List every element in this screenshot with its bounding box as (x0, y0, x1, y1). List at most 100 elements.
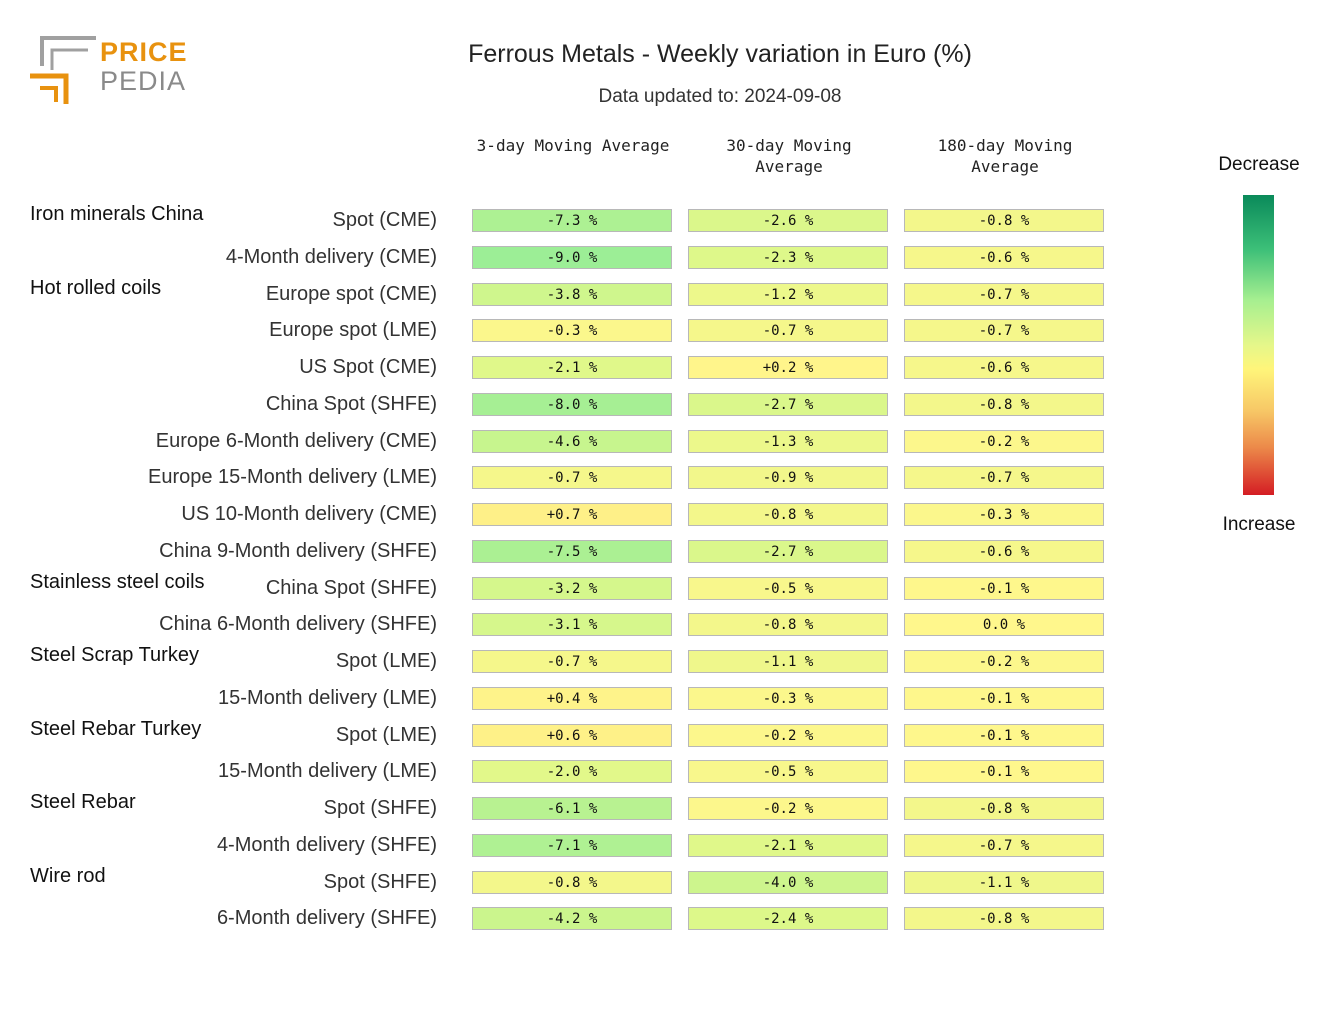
row-label: Spot (CME) (332, 209, 437, 231)
heatmap-cell: -0.7 % (472, 650, 672, 673)
row-label: Spot (SHFE) (323, 797, 437, 819)
logo-line2: PEDIA (100, 66, 187, 96)
heatmap-cell: -3.8 % (472, 282, 672, 306)
heatmap-cell: -2.6 % (688, 209, 888, 232)
column-header-3day: 3-day Moving Average (476, 136, 670, 155)
heatmap-cell: -2.7 % (688, 539, 888, 563)
row-label: Europe spot (CME) (265, 282, 437, 305)
logo-mark-icon (30, 36, 96, 104)
heatmap-cell: -0.3 % (904, 503, 1104, 526)
logo-line1: PRICE (100, 37, 188, 67)
heatmap-cell: +0.6 % (472, 723, 672, 747)
legend-color-scale (1243, 195, 1274, 495)
heatmap-cell: +0.7 % (472, 503, 672, 526)
heatmap-cell: -0.1 % (904, 576, 1104, 600)
row-label: Europe 6-Month delivery (CME) (155, 429, 437, 452)
row-label: 6-Month delivery (SHFE) (216, 907, 437, 930)
heatmap-cell: -1.1 % (904, 870, 1104, 894)
group-label: Steel Scrap Turkey (30, 644, 199, 666)
heatmap-cell: -0.7 % (904, 282, 1104, 306)
heatmap-cell: -3.1 % (472, 613, 672, 637)
heatmap-cell: -0.3 % (472, 319, 672, 343)
heatmap-cell: -0.8 % (688, 503, 888, 526)
heatmap-cell: +0.2 % (688, 356, 888, 379)
group-label: Wire rod (30, 864, 106, 887)
heatmap-cell: -0.6 % (904, 539, 1104, 563)
heatmap-cell: -2.0 % (472, 760, 672, 784)
group-label: Steel Rebar (30, 791, 136, 813)
heatmap-cell: -2.1 % (688, 833, 888, 857)
heatmap-cell: -0.8 % (904, 209, 1104, 232)
heatmap-cell: 0.0 % (904, 613, 1104, 637)
heatmap-cell: -0.2 % (688, 797, 888, 820)
chart-subtitle: Data updated to: 2024-09-08 (598, 86, 842, 107)
heatmap-cell: -7.3 % (472, 209, 672, 232)
row-label: Spot (LME) (335, 650, 437, 672)
heatmap-cell: -6.1 % (472, 797, 672, 820)
row-label: China Spot (SHFE) (265, 392, 437, 415)
heatmap-cell: -0.8 % (688, 613, 888, 637)
row-label: Europe 15-Month delivery (LME) (147, 466, 437, 489)
pricepedia-logo: PRICE PEDIA (28, 36, 188, 110)
heatmap-cell: -0.1 % (904, 723, 1104, 747)
heatmap-cell: -2.7 % (688, 392, 888, 416)
heatmap-cell: -0.7 % (688, 319, 888, 343)
row-label: China 9-Month delivery (SHFE) (159, 539, 437, 562)
heatmap-cell: -0.8 % (904, 907, 1104, 931)
heatmap-cell: -0.5 % (688, 760, 888, 784)
heatmap-cell: -0.8 % (472, 870, 672, 894)
chart-title: Ferrous Metals - Weekly variation in Eur… (468, 40, 972, 68)
group-label: Stainless steel coils (30, 570, 205, 593)
heatmap-cell: -4.6 % (472, 429, 672, 453)
group-label: Hot rolled coils (30, 276, 162, 299)
heatmap-cell: -0.8 % (904, 392, 1104, 416)
heatmap-cell: -0.8 % (904, 797, 1104, 820)
heatmap-cell: -0.2 % (904, 429, 1104, 453)
heatmap-cell: -1.3 % (688, 429, 888, 453)
row-label: China Spot (SHFE) (265, 576, 437, 599)
heatmap-cell: -2.1 % (472, 356, 672, 379)
heatmap-cell: -7.5 % (472, 539, 672, 563)
heatmap-cell: -9.0 % (472, 245, 672, 269)
row-label: Europe spot (LME) (269, 319, 437, 342)
heatmap-cell: -0.9 % (688, 466, 888, 490)
heatmap-cell: -0.7 % (904, 833, 1104, 857)
heatmap-cell: -7.1 % (472, 833, 672, 857)
legend-decrease-label: Decrease (1218, 154, 1300, 175)
row-label: US 10-Month delivery (CME) (181, 503, 437, 525)
heatmap-cell: -4.2 % (472, 907, 672, 931)
heatmap-cell: -0.1 % (904, 760, 1104, 784)
heatmap-cell: -1.1 % (688, 650, 888, 673)
group-label: Steel Rebar Turkey (30, 717, 202, 740)
heatmap-cell: -2.3 % (688, 245, 888, 269)
heatmap-cell: -4.0 % (688, 870, 888, 894)
column-header-30day: 30-day Moving Average (726, 136, 852, 176)
logo-wordmark: PRICE PEDIA (100, 38, 188, 96)
heatmap-cell: -0.6 % (904, 245, 1104, 269)
heatmap-cell: -2.4 % (688, 907, 888, 931)
heatmap-cell: -0.6 % (904, 356, 1104, 379)
row-label: Spot (LME) (335, 723, 437, 746)
heatmap-cell: +0.4 % (472, 686, 672, 710)
heatmap-cell: -0.2 % (904, 650, 1104, 673)
heatmap-cell: -1.2 % (688, 282, 888, 306)
row-label: China 6-Month delivery (SHFE) (159, 613, 437, 636)
row-label: US Spot (CME) (299, 356, 437, 378)
heatmap-cell: -0.7 % (904, 466, 1104, 490)
heatmap-cell: -0.7 % (472, 466, 672, 490)
heatmap-cell: -0.1 % (904, 686, 1104, 710)
row-label: 15-Month delivery (LME) (218, 760, 437, 783)
legend-increase-label: Increase (1222, 514, 1296, 535)
heatmap-cell: -8.0 % (472, 392, 672, 416)
row-label: Spot (SHFE) (323, 870, 437, 893)
group-label: Iron minerals China (30, 203, 204, 225)
heatmap-cell: -0.5 % (688, 576, 888, 600)
row-label: 15-Month delivery (LME) (218, 686, 437, 709)
heatmap-cell: -0.7 % (904, 319, 1104, 343)
heatmap-cell: -0.2 % (688, 723, 888, 747)
heatmap-cell: -3.2 % (472, 576, 672, 600)
row-label: 4-Month delivery (CME) (225, 245, 437, 268)
column-header-180day: 180-day Moving Average (937, 136, 1073, 176)
heatmap-cell: -0.3 % (688, 686, 888, 710)
row-label: 4-Month delivery (SHFE) (216, 833, 437, 856)
